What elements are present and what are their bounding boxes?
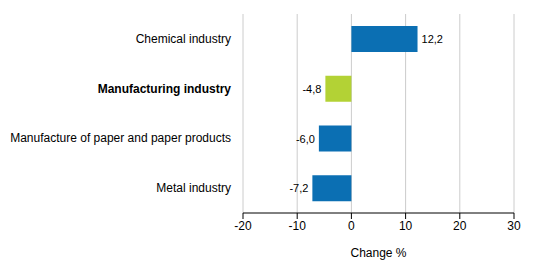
svg-text:-20: -20 — [234, 219, 252, 233]
svg-text:-10: -10 — [289, 219, 307, 233]
svg-text:Chemical industry: Chemical industry — [136, 32, 231, 46]
svg-text:30: 30 — [507, 219, 521, 233]
svg-text:Manufacture of paper and paper: Manufacture of paper and paper products — [10, 131, 231, 145]
svg-text:0: 0 — [348, 219, 355, 233]
svg-text:Metal industry: Metal industry — [156, 181, 231, 195]
svg-text:10: 10 — [399, 219, 413, 233]
svg-text:20: 20 — [453, 219, 467, 233]
svg-text:-4,8: -4,8 — [302, 83, 321, 95]
svg-text:Manufacturing industry: Manufacturing industry — [98, 82, 232, 96]
svg-text:Change %: Change % — [350, 246, 406, 260]
svg-text:-7,2: -7,2 — [289, 182, 308, 194]
svg-text:12,2: 12,2 — [422, 33, 443, 45]
svg-text:-6,0: -6,0 — [296, 133, 315, 145]
